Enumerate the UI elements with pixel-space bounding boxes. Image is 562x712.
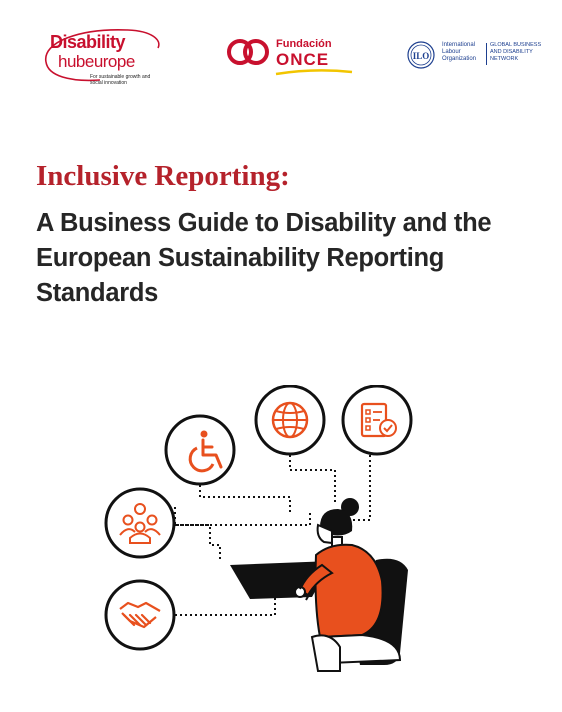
once-rings-icon bbox=[227, 39, 269, 65]
ilo-emblem-mark: ILO bbox=[413, 51, 430, 61]
ilo-divider bbox=[486, 43, 487, 65]
handshake-icon bbox=[104, 579, 176, 651]
cover-illustration bbox=[104, 385, 413, 672]
logo-text-disability: Disability bbox=[50, 32, 126, 52]
checklist-icon bbox=[341, 385, 413, 456]
logo-text-once: ONCE bbox=[276, 50, 330, 69]
disability-hub-europe-logo: Disability hubeurope For sustainable gro… bbox=[40, 24, 165, 92]
once-underline-icon bbox=[275, 69, 353, 76]
ilo-network: GLOBAL BUSINESS AND DISABILITY NETWORK bbox=[490, 42, 542, 62]
ilo-name: International Labour Organization bbox=[442, 42, 477, 62]
wheelchair-icon bbox=[164, 414, 236, 486]
logo-text-fundacion: Fundación bbox=[276, 38, 332, 50]
logo-swoosh-icon bbox=[45, 29, 160, 82]
people-group-icon bbox=[104, 487, 176, 559]
logo-text-hubeurope: hubeurope bbox=[58, 52, 135, 71]
ilo-logo: ILO International Labour Organization GL… bbox=[405, 40, 555, 72]
document-title: Inclusive Reporting: bbox=[36, 160, 290, 192]
person-illustration bbox=[294, 498, 402, 672]
logo-tagline: For sustainable growth and social innova… bbox=[90, 74, 151, 86]
fundacion-once-logo: Fundación ONCE bbox=[226, 34, 356, 76]
document-subtitle: A Business Guide to Disability and the E… bbox=[36, 209, 492, 307]
globe-icon bbox=[254, 385, 326, 456]
ilo-emblem-icon: ILO bbox=[407, 41, 435, 69]
